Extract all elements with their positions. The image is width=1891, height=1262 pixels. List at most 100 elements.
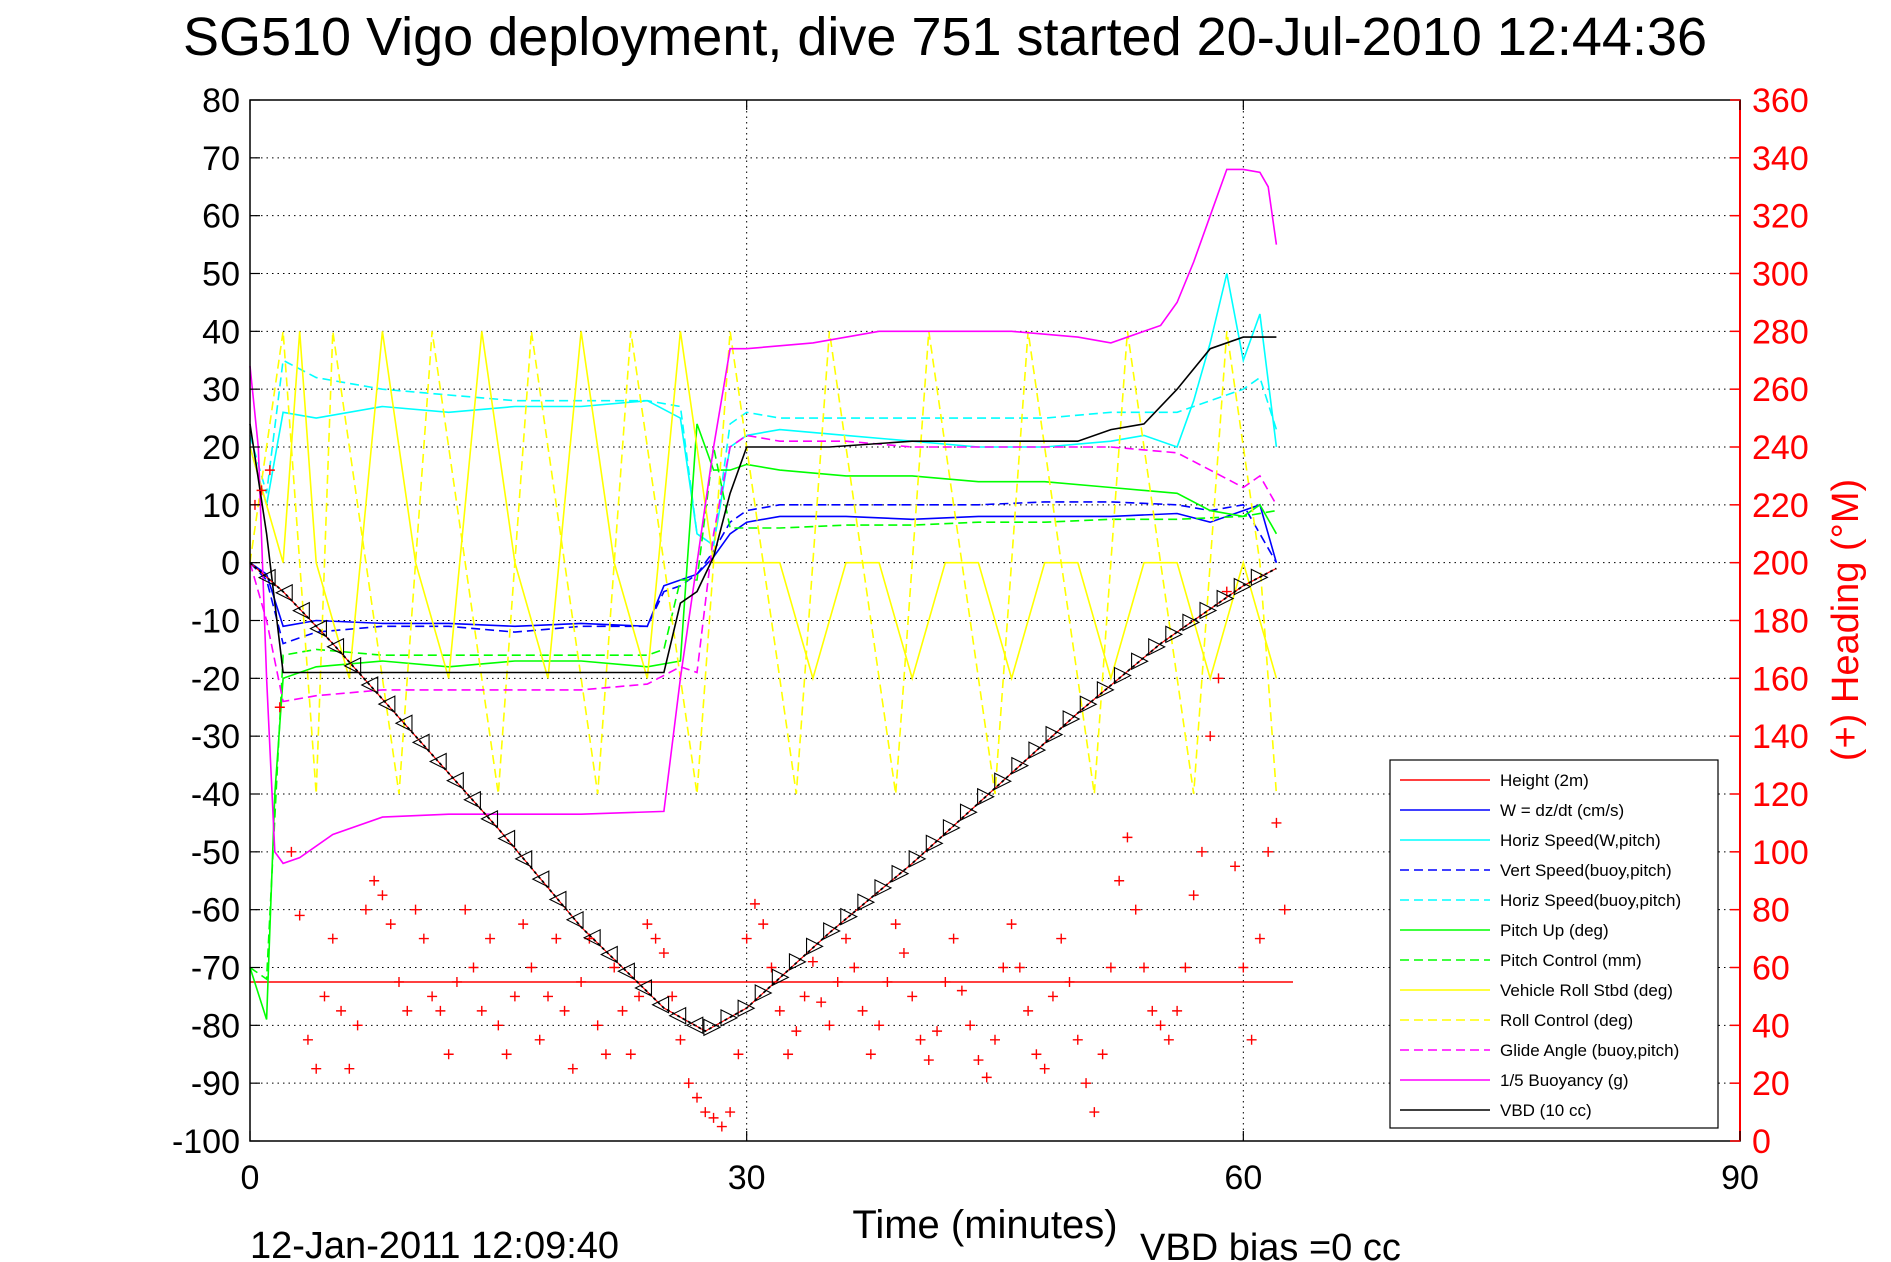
heading-points [249, 465, 1290, 1132]
series-pitch-up-deg [249, 423, 1278, 1020]
depth-marker [309, 619, 327, 638]
y-right-tick-label: 300 [1752, 256, 1809, 294]
footer-vbd-bias: VBD bias =0 cc [1140, 1227, 1401, 1262]
y-tick-label: -20 [191, 660, 240, 698]
heading-point [1230, 861, 1241, 872]
heading-point [1238, 962, 1249, 973]
heading-point [907, 991, 918, 1002]
heading-point [1139, 962, 1149, 973]
heading-point [1023, 1005, 1034, 1016]
heading-point [551, 933, 562, 944]
y-right-tick-label: 80 [1752, 892, 1790, 930]
depth-marker [840, 907, 858, 926]
heading-point [940, 976, 951, 987]
y-tick-label: 60 [202, 198, 240, 236]
y-tick-label: -70 [191, 950, 240, 988]
y-right-tick-label: 0 [1752, 1123, 1771, 1161]
footer-timestamp: 12-Jan-2011 12:09:40 [250, 1225, 619, 1262]
heading-point [427, 991, 438, 1002]
heading-point [774, 1005, 785, 1016]
heading-point [402, 1005, 413, 1016]
depth-marker [360, 676, 379, 694]
legend-label: Vert Speed(buoy,pitch) [1500, 861, 1672, 880]
heading-point [369, 875, 380, 886]
heading-point [559, 1005, 570, 1016]
heading-point [609, 962, 620, 973]
heading-point [932, 1026, 943, 1037]
heading-point [302, 1034, 313, 1045]
depth-marker [874, 879, 893, 897]
legend-label: W = dz/dt (cm/s) [1500, 801, 1624, 820]
heading-point [882, 976, 893, 987]
heading-point [1213, 673, 1224, 684]
y-right-tick-label: 140 [1752, 718, 1809, 756]
heading-point [600, 1049, 611, 1060]
heading-point [1072, 1034, 1083, 1045]
x-axis-label: Time (minutes) [852, 1203, 1117, 1247]
heading-point [1130, 904, 1141, 915]
depth-marker [617, 962, 635, 981]
heading-point [1056, 933, 1067, 944]
heading-point [319, 991, 330, 1002]
y-tick-label: 0 [221, 545, 240, 583]
depth-marker [942, 818, 961, 837]
y-tick-label: 10 [202, 487, 240, 525]
heading-point [543, 991, 553, 1002]
heading-point [294, 910, 305, 921]
y-axis-right: 0 20 40 60 80 100 120 140 160 180 200 220 240 260 280 3… [1730, 82, 1809, 1161]
heading-point [634, 991, 645, 1002]
depth-marker [977, 787, 995, 806]
heading-point [675, 1034, 686, 1045]
y-right-tick-label: 100 [1752, 834, 1809, 872]
x-tick-label: 90 [1721, 1159, 1759, 1197]
heading-point [990, 1034, 1000, 1045]
depth-marker [959, 803, 978, 822]
depth-marker [994, 772, 1012, 791]
depth-marker [394, 714, 413, 733]
depth-marker [1113, 666, 1132, 685]
depth-marker [1182, 613, 1201, 632]
heading-point [749, 898, 760, 909]
heading-point [1081, 1078, 1092, 1089]
heading-point [418, 933, 429, 944]
legend-label: VBD (10 cc) [1500, 1101, 1592, 1120]
heading-point [1180, 962, 1191, 973]
depth-marker [480, 809, 499, 828]
heading-point [256, 485, 267, 496]
heading-point [360, 904, 371, 915]
series-horiz-speed-w-pitch [249, 273, 1278, 547]
heading-point [965, 1020, 976, 1031]
legend-label: Roll Control (deg) [1500, 1011, 1633, 1030]
heading-point [435, 1005, 446, 1016]
legend: Height (2m) W = dz/dt (cm/s) Horiz Speed(W… [1389, 759, 1719, 1129]
legend-label: Vehicle Roll Stbd (deg) [1500, 981, 1673, 1000]
depth-marker [788, 952, 807, 971]
heading-point [816, 997, 827, 1008]
heading-point [1147, 1005, 1158, 1016]
heading-point [1031, 1049, 1042, 1060]
heading-point [468, 962, 479, 973]
heading-point [410, 904, 421, 915]
heading-point [973, 1055, 984, 1066]
heading-point [658, 948, 669, 959]
depth-marker [292, 601, 310, 620]
heading-point [1089, 1107, 1100, 1118]
legend-label: Height (2m) [1500, 771, 1589, 790]
heading-point [807, 956, 818, 967]
heading-point [998, 962, 1009, 973]
depth-marker [463, 790, 481, 809]
heading-point [311, 1063, 322, 1074]
heading-point [518, 919, 529, 930]
heading-point [352, 1020, 363, 1031]
heading-point [758, 919, 769, 930]
heading-point [344, 1063, 355, 1074]
y-tick-label: -80 [191, 1007, 240, 1045]
heading-point [725, 1107, 736, 1118]
y-tick-label: -100 [172, 1123, 240, 1161]
y-tick-label: -50 [191, 834, 240, 872]
y-tick-label: -10 [191, 603, 240, 641]
series-1-5-buoyancy-g [249, 168, 1278, 865]
heading-point [1263, 846, 1274, 857]
heading-point [874, 1020, 885, 1031]
y-right-tick-label: 260 [1752, 371, 1809, 409]
